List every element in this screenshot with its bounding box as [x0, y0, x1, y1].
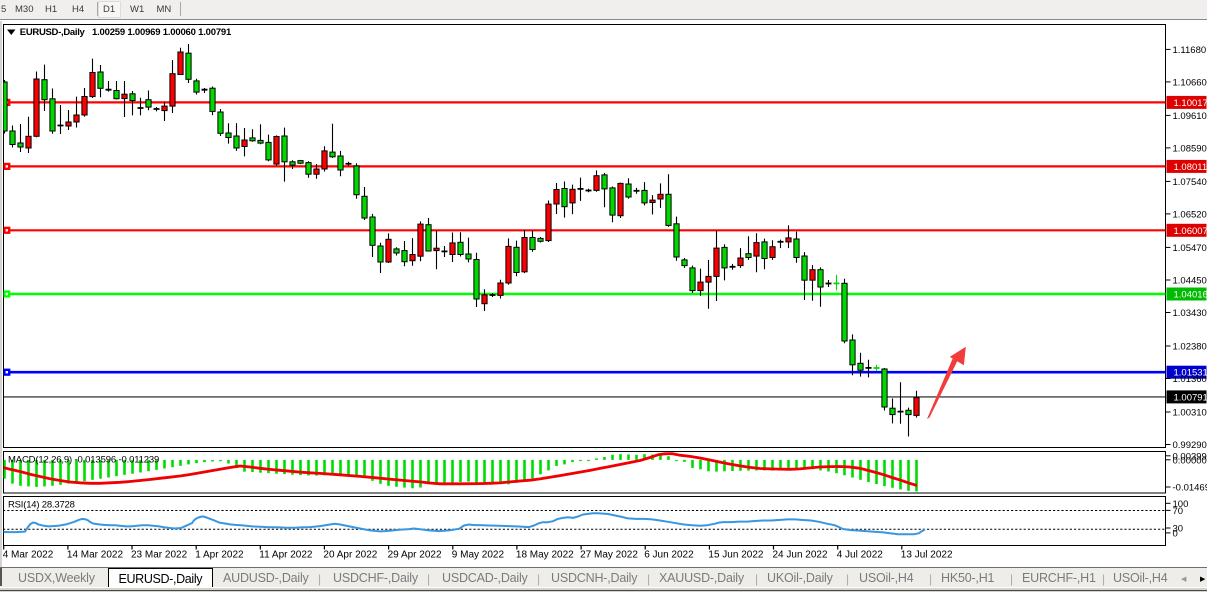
svg-text:29 Apr 2022: 29 Apr 2022: [388, 550, 442, 561]
svg-text:1.07540: 1.07540: [1173, 177, 1207, 188]
svg-text:1.10660: 1.10660: [1173, 77, 1207, 88]
svg-text:1.00259 1.00969 1.00060 1.0079: 1.00259 1.00969 1.00060 1.00791: [92, 27, 232, 38]
svg-text:20 Apr 2022: 20 Apr 2022: [323, 550, 377, 561]
svg-text:EURUSD-,Daily: EURUSD-,Daily: [20, 27, 86, 38]
svg-text:24 Jun 2022: 24 Jun 2022: [773, 550, 828, 561]
svg-text:1.04016: 1.04016: [1174, 290, 1207, 301]
svg-text:1.06520: 1.06520: [1173, 209, 1207, 220]
svg-text:1.01360: 1.01360: [1173, 374, 1207, 385]
svg-text:1.04450: 1.04450: [1173, 276, 1207, 287]
svg-text:6 Jun 2022: 6 Jun 2022: [644, 550, 694, 561]
svg-text:1.10017: 1.10017: [1174, 98, 1207, 109]
svg-text:1.01531: 1.01531: [1174, 368, 1207, 379]
svg-text:1.08011: 1.08011: [1174, 162, 1207, 173]
svg-text:1.09610: 1.09610: [1173, 111, 1207, 122]
svg-text:1.05470: 1.05470: [1173, 243, 1207, 254]
svg-text:4 Jul 2022: 4 Jul 2022: [837, 550, 884, 561]
svg-text:23 Mar 2022: 23 Mar 2022: [131, 550, 188, 561]
svg-text:9 May 2022: 9 May 2022: [452, 550, 505, 561]
svg-text:0: 0: [1173, 528, 1178, 539]
svg-text:11 Apr 2022: 11 Apr 2022: [259, 550, 313, 561]
svg-text:30: 30: [1173, 524, 1184, 535]
svg-text:4 Mar 2022: 4 Mar 2022: [3, 550, 54, 561]
svg-text:0.00000: 0.00000: [1173, 455, 1207, 466]
svg-text:1.06007: 1.06007: [1174, 226, 1207, 237]
svg-text:100: 100: [1173, 499, 1189, 510]
svg-text:-0.01469: -0.01469: [1173, 483, 1207, 494]
svg-text:18 May 2022: 18 May 2022: [516, 550, 574, 561]
svg-text:1.00310: 1.00310: [1173, 408, 1207, 419]
svg-text:1.00791: 1.00791: [1174, 392, 1207, 403]
svg-text:0.00399: 0.00399: [1173, 451, 1207, 462]
svg-text:RSI(14) 28.3728: RSI(14) 28.3728: [8, 500, 75, 511]
svg-text:1.02380: 1.02380: [1173, 342, 1207, 353]
svg-text:MACD(12,26,9) -0.013596 -0.011: MACD(12,26,9) -0.013596 -0.011239: [8, 455, 159, 466]
svg-text:1 Apr 2022: 1 Apr 2022: [195, 550, 244, 561]
svg-text:27 May 2022: 27 May 2022: [580, 550, 638, 561]
svg-text:13 Jul 2022: 13 Jul 2022: [901, 550, 953, 561]
svg-text:15 Jun 2022: 15 Jun 2022: [708, 550, 763, 561]
svg-text:1.08590: 1.08590: [1173, 143, 1207, 154]
svg-text:1.11680: 1.11680: [1173, 45, 1207, 56]
svg-text:0.99290: 0.99290: [1173, 440, 1207, 451]
svg-text:70: 70: [1173, 506, 1184, 517]
svg-text:14 Mar 2022: 14 Mar 2022: [67, 550, 124, 561]
svg-text:1.03430: 1.03430: [1173, 308, 1207, 319]
